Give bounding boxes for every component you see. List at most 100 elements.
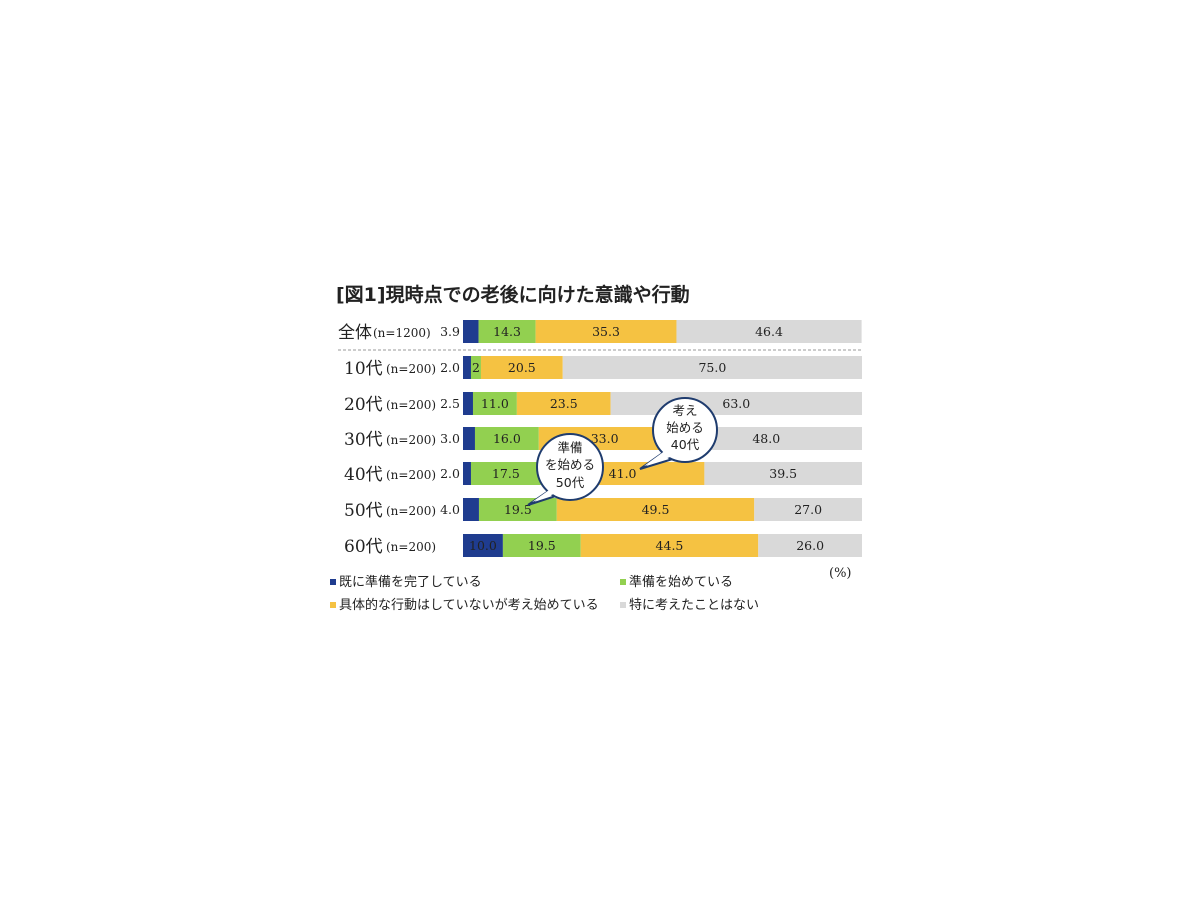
legend-swatch bbox=[330, 579, 336, 585]
callout-circle bbox=[652, 397, 718, 463]
bar-segment bbox=[463, 356, 471, 379]
data-label: 17.5 bbox=[492, 466, 520, 481]
legend-item: 特に考えたことはない bbox=[620, 598, 759, 613]
legend-item: 準備を始めている bbox=[620, 574, 733, 590]
bar-segment bbox=[463, 392, 473, 415]
data-label: 19.5 bbox=[528, 538, 556, 553]
bar-segment bbox=[472, 392, 517, 415]
category-n: (n=1200) bbox=[373, 326, 431, 340]
bar-segment bbox=[470, 462, 541, 485]
category-label: 20代 bbox=[344, 395, 383, 415]
callout-circle bbox=[536, 433, 604, 501]
bar-segment bbox=[535, 320, 677, 343]
bar-segment bbox=[670, 427, 862, 450]
category-label: 40代 bbox=[344, 465, 383, 485]
data-label: 33.0 bbox=[591, 431, 619, 446]
chart-title: [図1]現時点での老後に向けた意識や行動 bbox=[336, 283, 690, 306]
category-label: 全体 bbox=[338, 323, 372, 343]
category-n: (n=200) bbox=[386, 540, 436, 554]
bar-segment bbox=[580, 534, 759, 557]
bar-segment bbox=[704, 462, 862, 485]
data-label: 3.9 bbox=[440, 324, 460, 339]
bar-segment bbox=[556, 498, 755, 521]
legend-swatch bbox=[620, 579, 626, 585]
legend-item: 具体的な行動はしていないが考え始めている bbox=[330, 597, 599, 613]
bar-segment bbox=[463, 498, 479, 521]
legend-label: 特に考えたことはない bbox=[629, 598, 759, 613]
category-n: (n=200) bbox=[386, 504, 436, 518]
data-label: 10.0 bbox=[469, 538, 497, 553]
bar-segment bbox=[463, 534, 503, 557]
bar-segment bbox=[480, 356, 563, 379]
data-label: 63.0 bbox=[722, 396, 750, 411]
category-label: 50代 bbox=[344, 501, 383, 521]
data-label: 26.0 bbox=[796, 538, 824, 553]
bar-segment bbox=[470, 356, 481, 379]
legend-swatch bbox=[620, 602, 626, 608]
data-label: 4.0 bbox=[440, 502, 460, 517]
data-label: 44.5 bbox=[656, 538, 684, 553]
bar-segment bbox=[562, 356, 862, 379]
bar-row: 全体 (n=1200) 3.9 14.3 35.3 46.4 bbox=[338, 320, 862, 343]
data-label: 46.4 bbox=[755, 324, 783, 339]
category-label: 30代 bbox=[344, 430, 383, 450]
data-label: 48.0 bbox=[752, 431, 780, 446]
bar-segment bbox=[463, 427, 475, 450]
bar-segment bbox=[676, 320, 862, 343]
bar-segment bbox=[463, 462, 471, 485]
bar-row: 20代 (n=200) 2.5 11.0 23.5 63.0 bbox=[344, 392, 862, 415]
data-label: 35.3 bbox=[592, 324, 620, 339]
data-label: 39.5 bbox=[769, 466, 797, 481]
category-n: (n=200) bbox=[386, 362, 436, 376]
legend-label: 準備を始めている bbox=[629, 574, 733, 590]
callout-text: 始める bbox=[666, 420, 704, 435]
data-label: 20.5 bbox=[508, 360, 536, 375]
data-label: 75.0 bbox=[698, 360, 726, 375]
bar-segment bbox=[478, 498, 557, 521]
bar-row: 60代 (n=200) 10.0 19.5 44.5 26.0 bbox=[344, 534, 862, 557]
callout-text: 40代 bbox=[671, 437, 700, 452]
data-label: 3.0 bbox=[440, 431, 460, 446]
category-n: (n=200) bbox=[386, 433, 436, 447]
data-label: 11.0 bbox=[481, 396, 509, 411]
data-label: 49.5 bbox=[642, 502, 670, 517]
unit-label: (%) bbox=[829, 566, 852, 581]
bar-segment bbox=[502, 534, 581, 557]
callout-text: 準備 bbox=[557, 440, 582, 455]
legend-label: 既に準備を完了している bbox=[339, 574, 482, 590]
legend-label: 具体的な行動はしていないが考え始めている bbox=[339, 597, 599, 613]
bar-row: 30代 (n=200) 3.0 16.0 33.0 48.0 bbox=[344, 427, 862, 450]
bar-row: 10代(n=200)2.02.520.575.0 bbox=[344, 356, 862, 379]
data-label: 23.5 bbox=[550, 396, 578, 411]
chart-rows: 全体(n=1200)3.914.335.346.410代(n=200)2.02.… bbox=[338, 320, 862, 557]
data-label: 41.0 bbox=[609, 466, 637, 481]
data-label: 2.0 bbox=[440, 360, 460, 375]
bar-segment bbox=[754, 498, 862, 521]
bar-segment bbox=[463, 320, 479, 343]
category-n: (n=200) bbox=[386, 398, 436, 412]
callout-tail-fill bbox=[532, 488, 562, 502]
data-label: 2.0 bbox=[440, 466, 460, 481]
callout-text: を始める bbox=[545, 457, 595, 472]
data-label: 27.0 bbox=[794, 502, 822, 517]
category-label: 10代 bbox=[344, 359, 383, 379]
bar-row: 50代 (n=200) 4.0 19.5 49.5 27.0 bbox=[344, 498, 862, 521]
data-label: 14.3 bbox=[493, 324, 521, 339]
data-label: 19.5 bbox=[504, 502, 532, 517]
data-label: 16.0 bbox=[493, 431, 521, 446]
legend-swatch bbox=[330, 602, 336, 608]
category-label: 60代 bbox=[344, 537, 383, 557]
bar-segment bbox=[758, 534, 862, 557]
bar-segment bbox=[474, 427, 539, 450]
callout-tail-fill bbox=[644, 450, 676, 466]
callout-text: 50代 bbox=[556, 475, 585, 490]
category-n: (n=200) bbox=[386, 468, 436, 482]
callout-text: 考え bbox=[672, 403, 697, 418]
bar-segment bbox=[516, 392, 611, 415]
data-label: 2.5 bbox=[440, 396, 460, 411]
